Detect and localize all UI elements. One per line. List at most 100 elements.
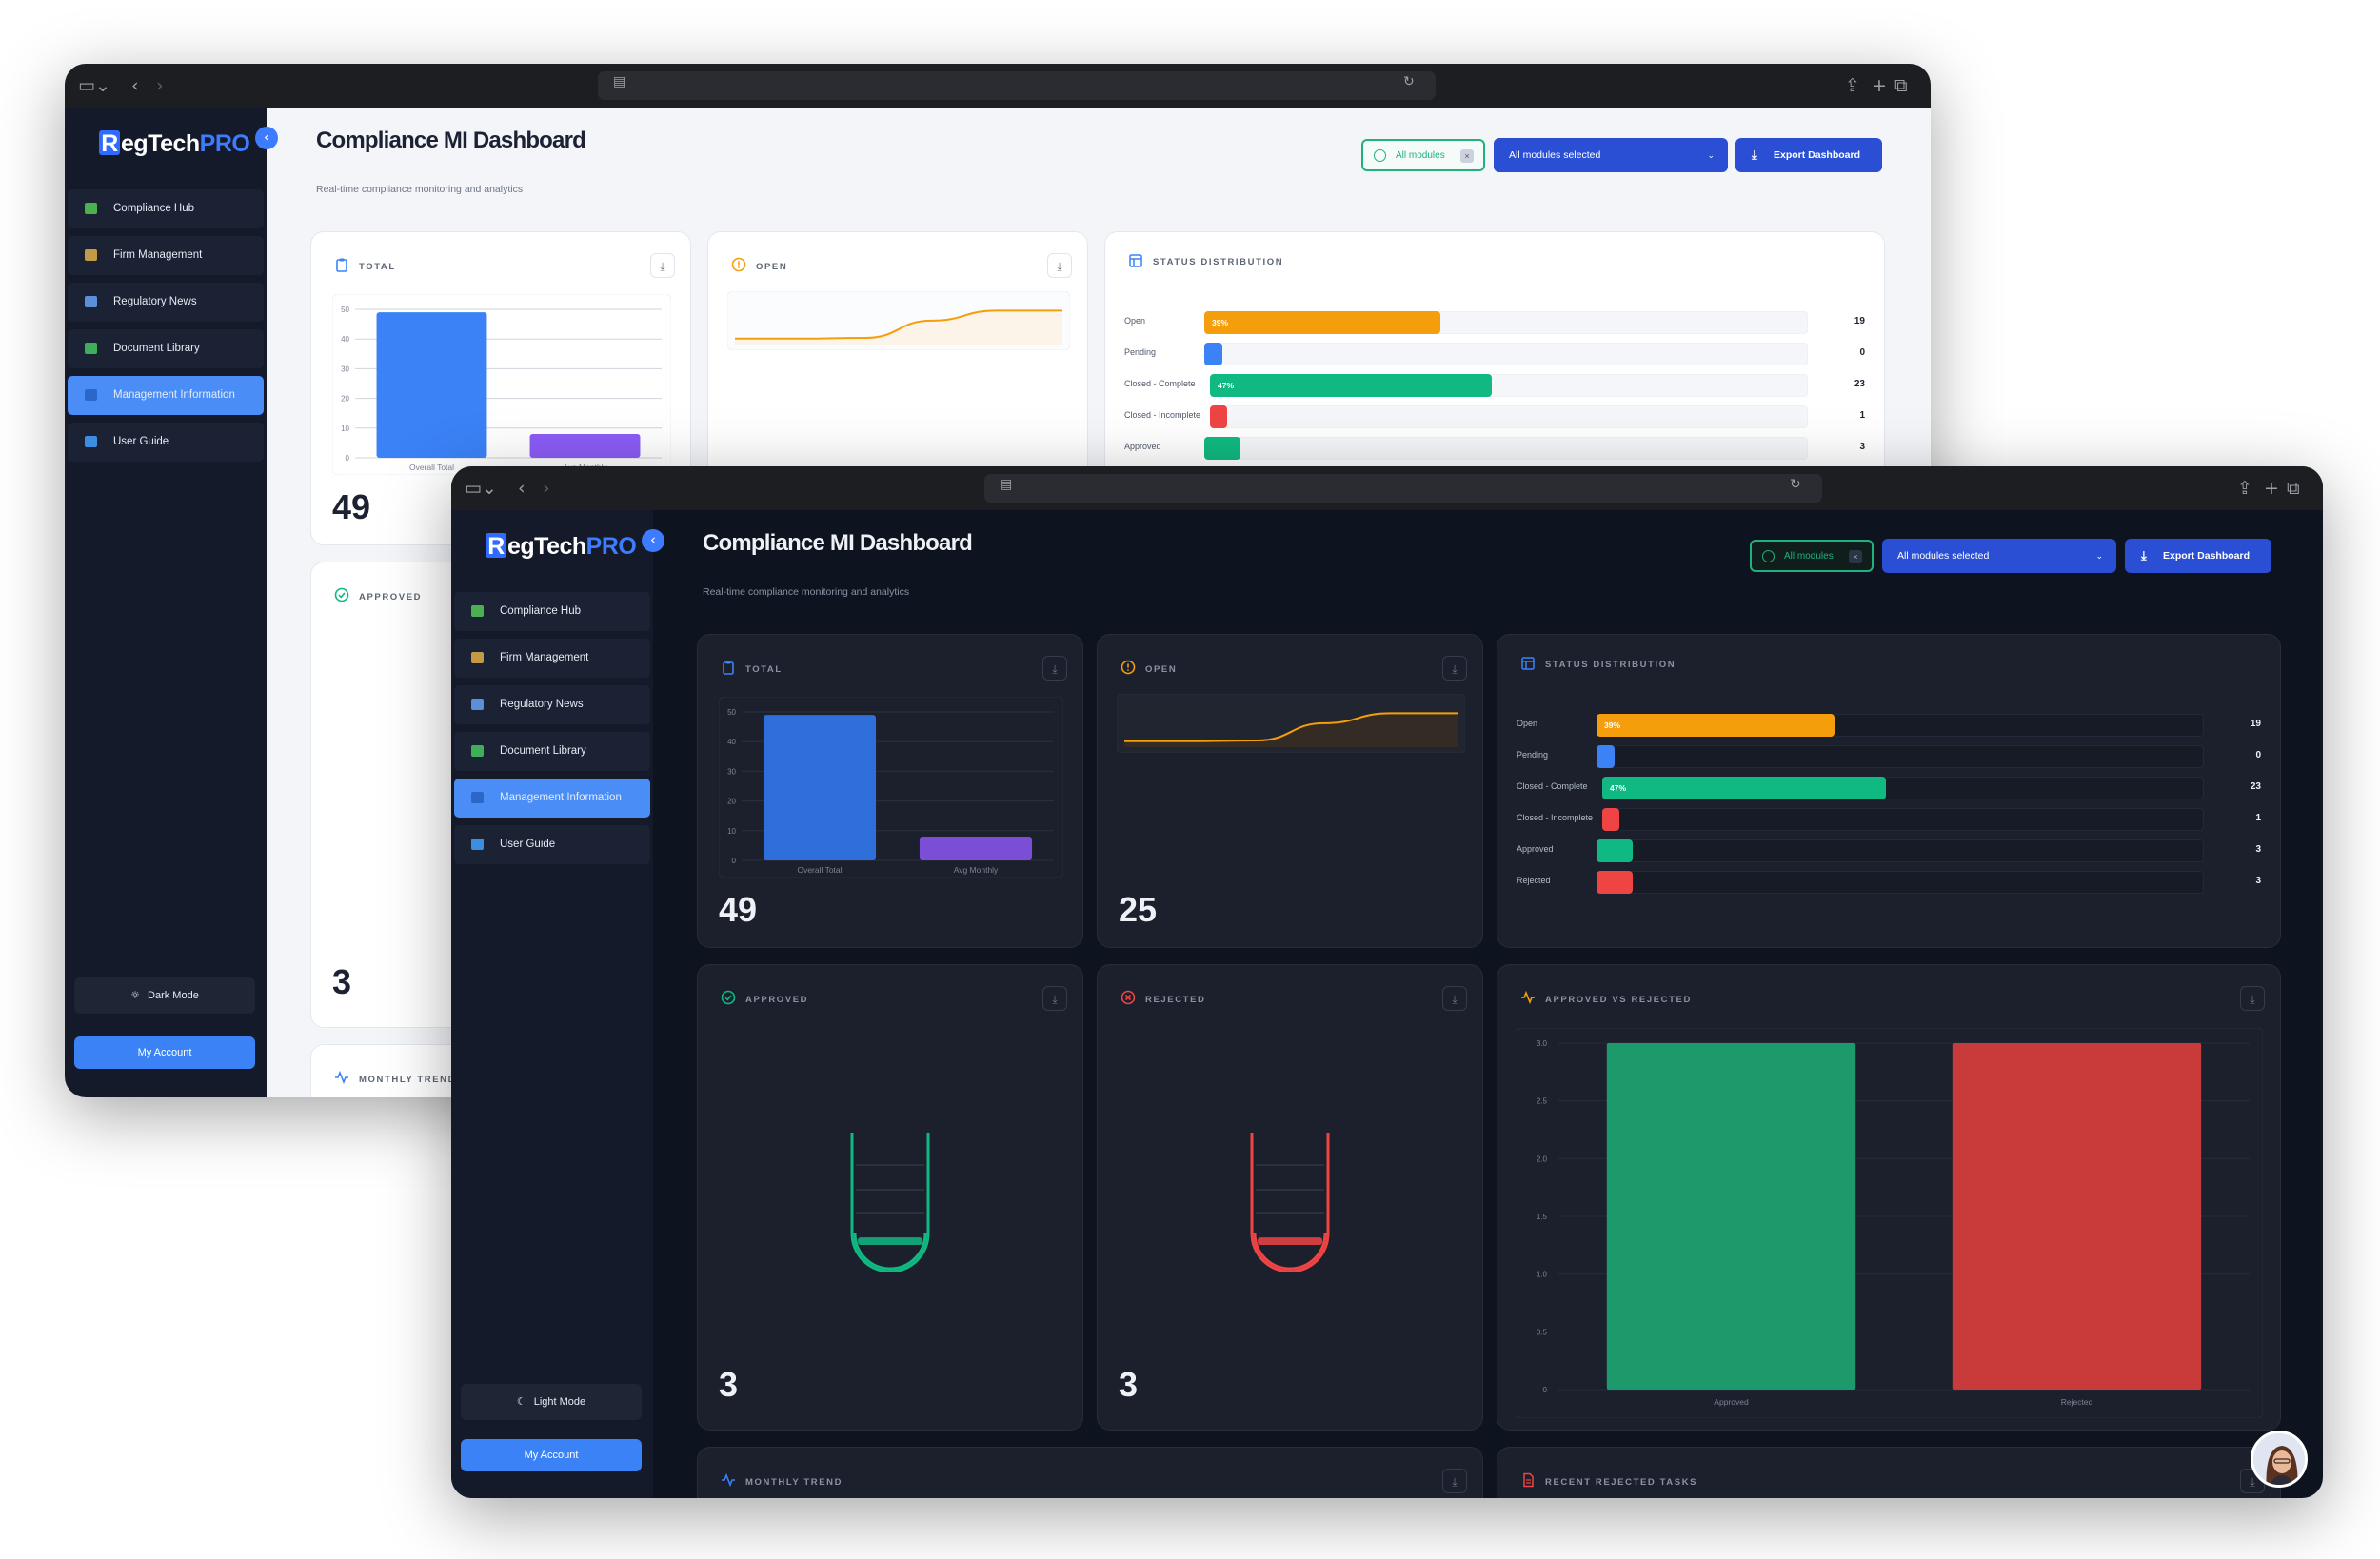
download-icon: ⤓: [1752, 148, 1757, 162]
download-icon[interactable]: ⤓: [1442, 986, 1467, 1011]
book-icon: [471, 839, 484, 850]
forward-icon[interactable]: ›: [156, 75, 164, 96]
download-icon[interactable]: ⤓: [1042, 986, 1067, 1011]
status-row: Open 39% 19: [1517, 714, 2261, 737]
status-row: Approved 3: [1124, 437, 1865, 460]
sidebar-item-regulatory-news[interactable]: Regulatory News: [68, 283, 264, 322]
check-circle-icon: [334, 587, 349, 602]
card-title: MONTHLY TREND: [359, 1075, 457, 1085]
clipboard-icon: [336, 258, 347, 272]
sidebar-item-label: User Guide: [113, 436, 169, 447]
chip-clear-icon[interactable]: ×: [1849, 550, 1862, 563]
card-title: RECENT REJECTED TASKS: [1545, 1477, 1698, 1488]
modules-select[interactable]: All modules selected ⌄: [1882, 539, 2116, 573]
collapse-sidebar-button[interactable]: ‹: [642, 529, 664, 552]
approved-card: APPROVED ⤓ 3: [697, 964, 1083, 1431]
export-dashboard-button[interactable]: ⤓ Export Dashboard: [1735, 138, 1882, 172]
forward-icon[interactable]: ›: [543, 478, 550, 499]
sidebar-item-compliance-hub[interactable]: Compliance Hub: [454, 592, 650, 631]
sidebar-item-user-guide[interactable]: User Guide: [68, 423, 264, 462]
sidebar-item-compliance-hub[interactable]: Compliance Hub: [68, 189, 264, 228]
status-track: [1597, 871, 2204, 894]
rejected-gauge: [1250, 1133, 1330, 1272]
my-account-button[interactable]: My Account: [74, 1036, 255, 1069]
modules-select[interactable]: All modules selected ⌄: [1494, 138, 1728, 172]
select-label: All modules selected: [1897, 550, 1990, 562]
reload-icon[interactable]: ↻: [1403, 74, 1415, 89]
sidebar-toggle-icon[interactable]: ▭⌄: [465, 478, 497, 499]
reload-icon[interactable]: ↻: [1790, 477, 1801, 492]
tabs-icon[interactable]: ⧉: [2287, 478, 2300, 499]
page-subtitle: Real-time compliance monitoring and anal…: [316, 184, 524, 195]
theme-toggle-button[interactable]: ☼ Dark Mode: [74, 977, 255, 1014]
user-avatar[interactable]: [2251, 1431, 2308, 1488]
check-circle-icon: [1762, 550, 1775, 562]
status-bar: 47%: [1210, 374, 1493, 397]
download-icon[interactable]: ⤓: [2240, 986, 2265, 1011]
news-icon: [471, 699, 484, 710]
sidebar-item-regulatory-news[interactable]: Regulatory News: [454, 685, 650, 724]
bar-overall-total: [763, 715, 877, 860]
collapse-sidebar-button[interactable]: ‹: [255, 127, 278, 149]
card-title: TOTAL: [359, 262, 396, 272]
status-bar: [1597, 745, 1616, 768]
bar-approved: [1606, 1043, 1856, 1390]
share-icon[interactable]: ⇪: [2237, 478, 2252, 499]
share-icon[interactable]: ⇪: [1845, 75, 1860, 96]
sidebar-item-document-library[interactable]: Document Library: [454, 732, 650, 771]
card-title: APPROVED: [359, 592, 423, 602]
y-tick-label: 0: [346, 454, 350, 463]
sidebar-item-management-information[interactable]: Management Information: [68, 376, 264, 415]
download-icon[interactable]: ⤓: [1047, 253, 1072, 278]
sidebar-item-firm-management[interactable]: Firm Management: [68, 236, 264, 275]
module-filter-chip[interactable]: All modules ×: [1750, 540, 1874, 572]
download-icon[interactable]: ⤓: [1442, 656, 1467, 681]
y-tick-label: 40: [727, 738, 736, 746]
my-account-button[interactable]: My Account: [461, 1439, 642, 1471]
status-track: [1597, 839, 2204, 862]
activity-icon: [722, 1472, 735, 1488]
total-value: 49: [332, 487, 371, 526]
sidebar-item-user-guide[interactable]: User Guide: [454, 825, 650, 864]
status-row: Pending 0: [1517, 745, 2261, 768]
rejected-value: 3: [1119, 1365, 1139, 1404]
download-icon[interactable]: ⤓: [1442, 1469, 1467, 1493]
bar-avg-monthly: [919, 837, 1033, 860]
address-bar[interactable]: ▤ ↻: [984, 474, 1822, 503]
card-title: STATUS DISTRIBUTION: [1545, 660, 1676, 670]
sidebar-toggle-icon[interactable]: ▭⌄: [78, 75, 110, 96]
card-title: APPROVED: [745, 995, 809, 1005]
sidebar-item-label: Firm Management: [500, 652, 589, 663]
chip-clear-icon[interactable]: ×: [1460, 149, 1474, 163]
address-bar[interactable]: ▤ ↻: [598, 71, 1436, 100]
new-tab-icon[interactable]: +: [2264, 478, 2279, 499]
y-tick-label: 20: [341, 395, 349, 404]
tabs-icon[interactable]: ⧉: [1894, 75, 1908, 96]
status-row: Pending 0: [1124, 343, 1865, 365]
back-icon[interactable]: ‹: [131, 75, 139, 96]
status-label: Approved: [1124, 442, 1161, 451]
status-value: 23: [1854, 379, 1865, 389]
open-area-chart: [1117, 694, 1465, 753]
sidebar-item-document-library[interactable]: Document Library: [68, 329, 264, 368]
new-tab-icon[interactable]: +: [1872, 75, 1887, 96]
chip-label: All modules: [1784, 551, 1834, 562]
export-dashboard-button[interactable]: ⤓ Export Dashboard: [2125, 539, 2271, 573]
download-icon[interactable]: ⤓: [1042, 656, 1067, 681]
module-filter-chip[interactable]: All modules ×: [1361, 139, 1485, 171]
back-icon[interactable]: ‹: [518, 478, 526, 499]
sidebar-item-management-information[interactable]: Management Information: [454, 779, 650, 818]
theme-toggle-button[interactable]: ☾ Light Mode: [461, 1384, 642, 1420]
download-icon[interactable]: ⤓: [650, 253, 675, 278]
sidebar-item-firm-management[interactable]: Firm Management: [454, 639, 650, 678]
y-tick-label: 0: [732, 857, 737, 865]
status-label: Closed - Incomplete: [1517, 813, 1594, 822]
approved-value: 3: [719, 1365, 739, 1404]
checklist-icon: [85, 203, 97, 214]
card-title: APPROVED VS REJECTED: [1545, 995, 1692, 1005]
y-tick-label: 0: [1543, 1386, 1548, 1394]
